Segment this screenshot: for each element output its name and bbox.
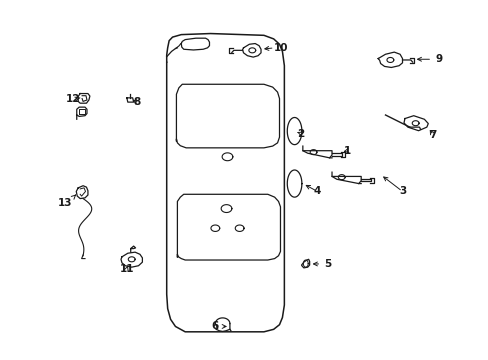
- Text: 5: 5: [324, 259, 331, 269]
- Text: 11: 11: [120, 264, 134, 274]
- Text: 12: 12: [66, 94, 81, 104]
- Text: 9: 9: [434, 54, 442, 64]
- Text: 6: 6: [211, 321, 219, 332]
- Text: 3: 3: [398, 186, 406, 197]
- Text: 7: 7: [428, 130, 436, 140]
- Text: 4: 4: [313, 186, 321, 197]
- Text: 1: 1: [343, 146, 350, 156]
- Text: 13: 13: [57, 198, 72, 208]
- Text: 2: 2: [297, 129, 304, 139]
- Text: 10: 10: [274, 43, 288, 53]
- Text: 8: 8: [133, 97, 140, 107]
